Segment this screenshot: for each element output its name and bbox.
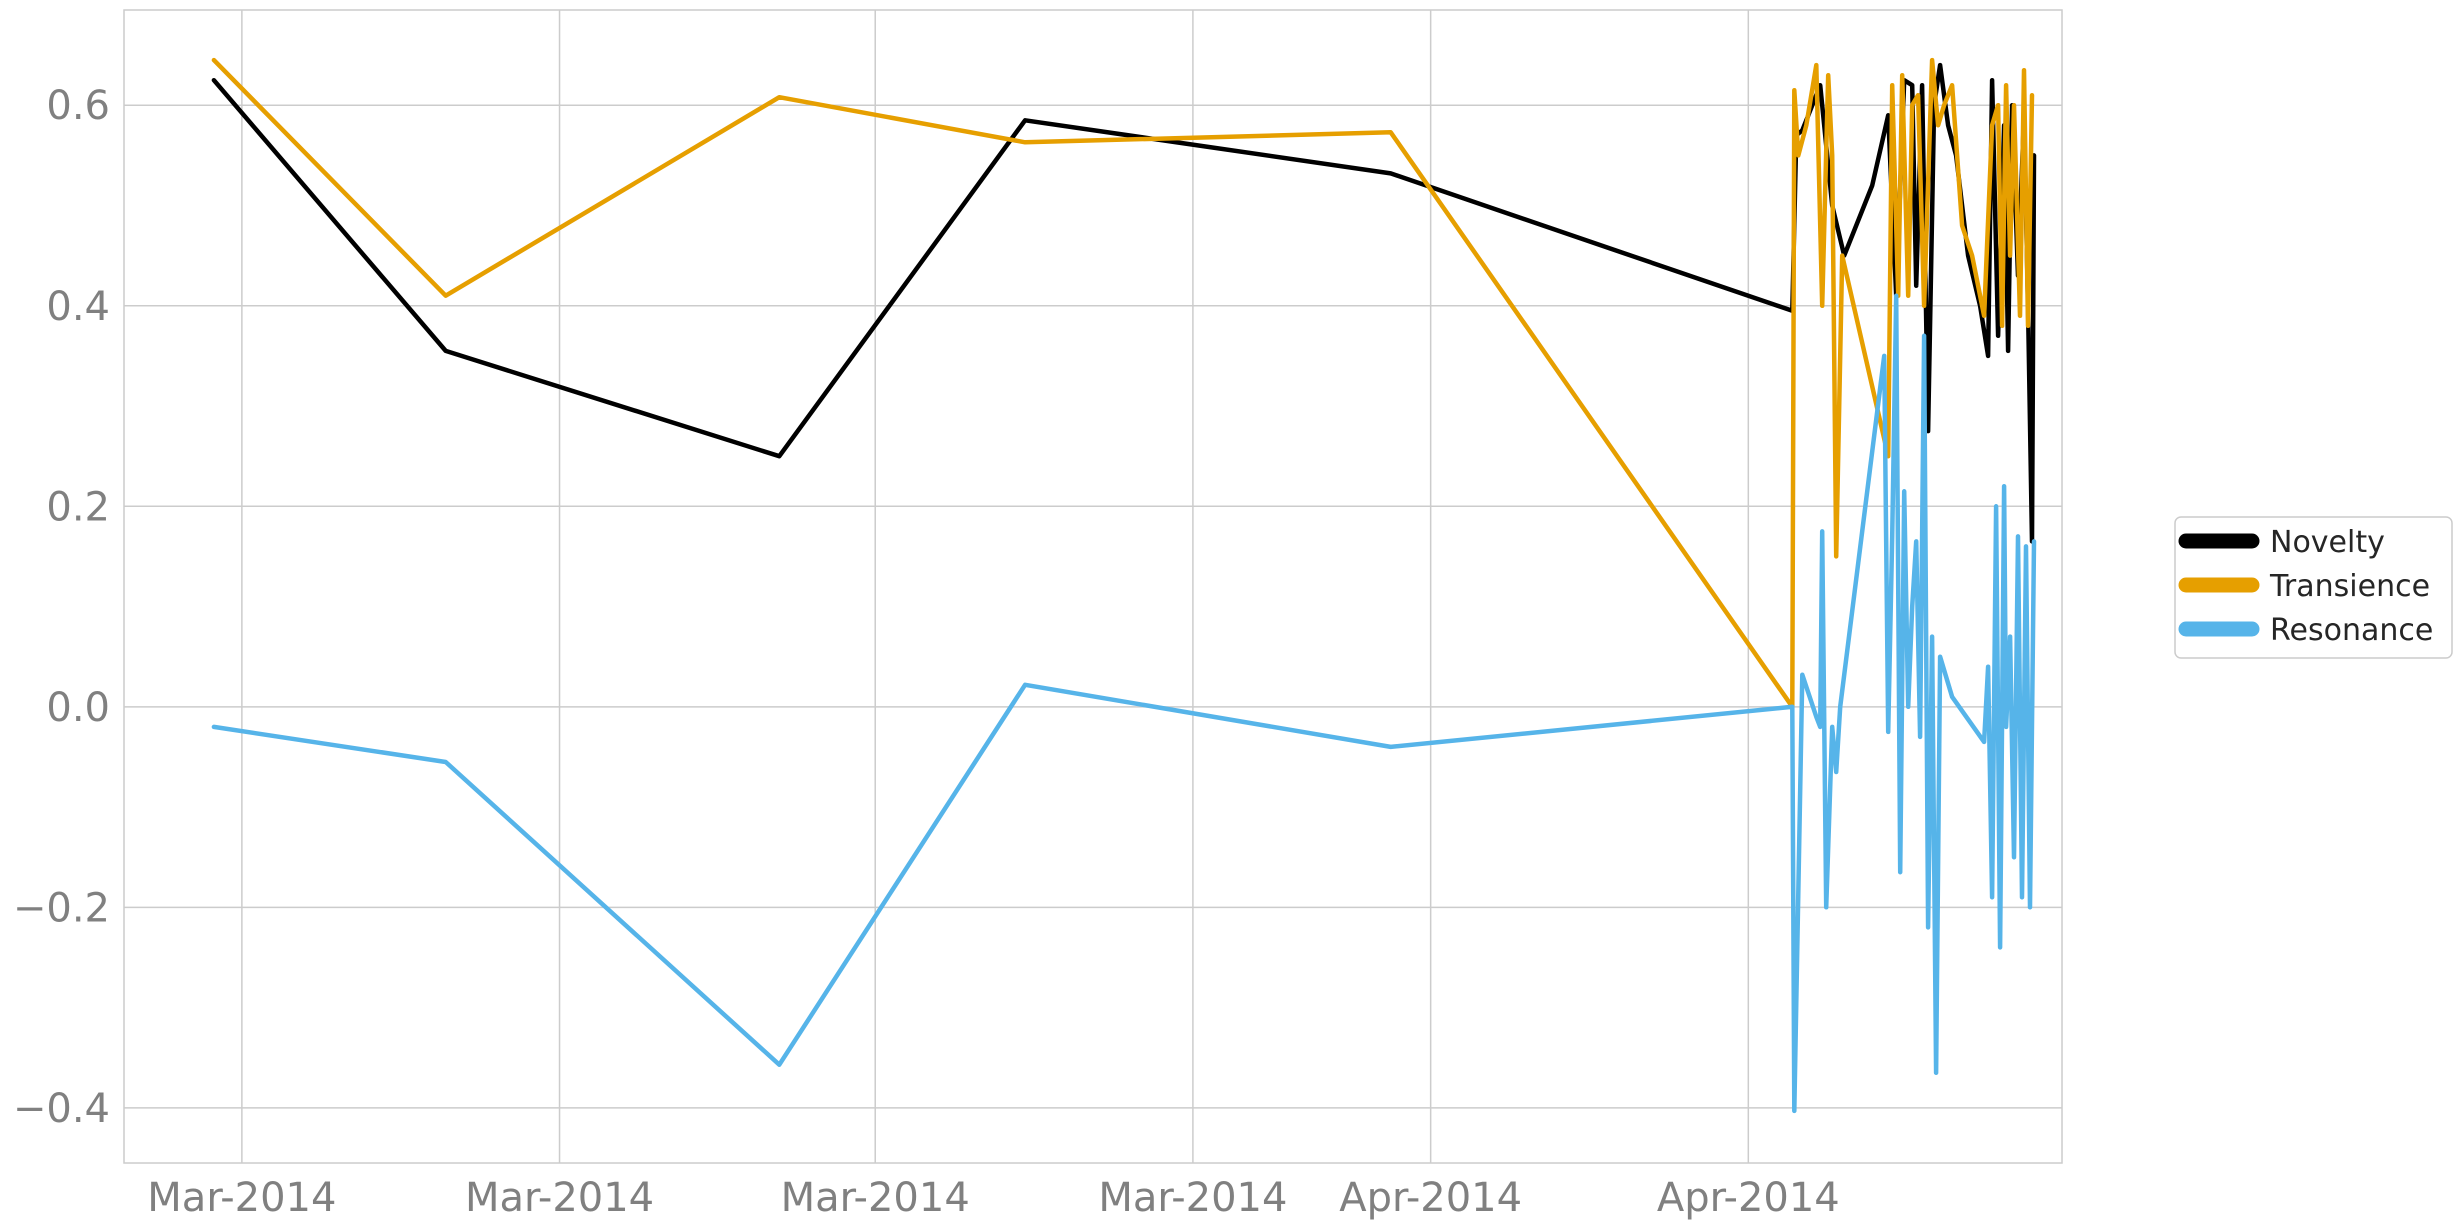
y-tick-label: −0.2 [13,885,110,931]
y-axis-tick-labels: 0.6 0.4 0.2 0.0 −0.2 −0.4 [13,83,110,1132]
x-tick-label: Mar-2014 [147,1175,336,1221]
legend-label-transience: Transience [2269,569,2430,604]
x-tick-label: Mar-2014 [1098,1175,1287,1221]
legend-label-resonance: Resonance [2270,613,2433,648]
series-lines [211,57,2037,1114]
y-tick-label: 0.2 [46,484,110,530]
x-axis-tick-labels: Mar-2014 Mar-2014 Mar-2014 Mar-2014 Apr-2014… [147,1175,1839,1221]
y-tick-label: 0.4 [46,284,110,330]
y-tick-label: −0.4 [13,1086,110,1132]
series-line-transience [211,57,2035,710]
x-tick-label: Mar-2014 [465,1175,654,1221]
y-tick-label: 0.6 [46,83,110,129]
x-tick-label: Apr-2014 [1657,1175,1840,1221]
series-line-resonance [211,293,2037,1114]
plot-frame [123,9,2063,1164]
y-tick-label: 0.0 [46,685,110,731]
legend: Novelty Transience Resonance [2174,516,2453,659]
grid [124,10,2062,1163]
legend-label-novelty: Novelty [2270,525,2385,560]
x-tick-label: Apr-2014 [1339,1175,1522,1221]
x-tick-label: Mar-2014 [781,1175,970,1221]
